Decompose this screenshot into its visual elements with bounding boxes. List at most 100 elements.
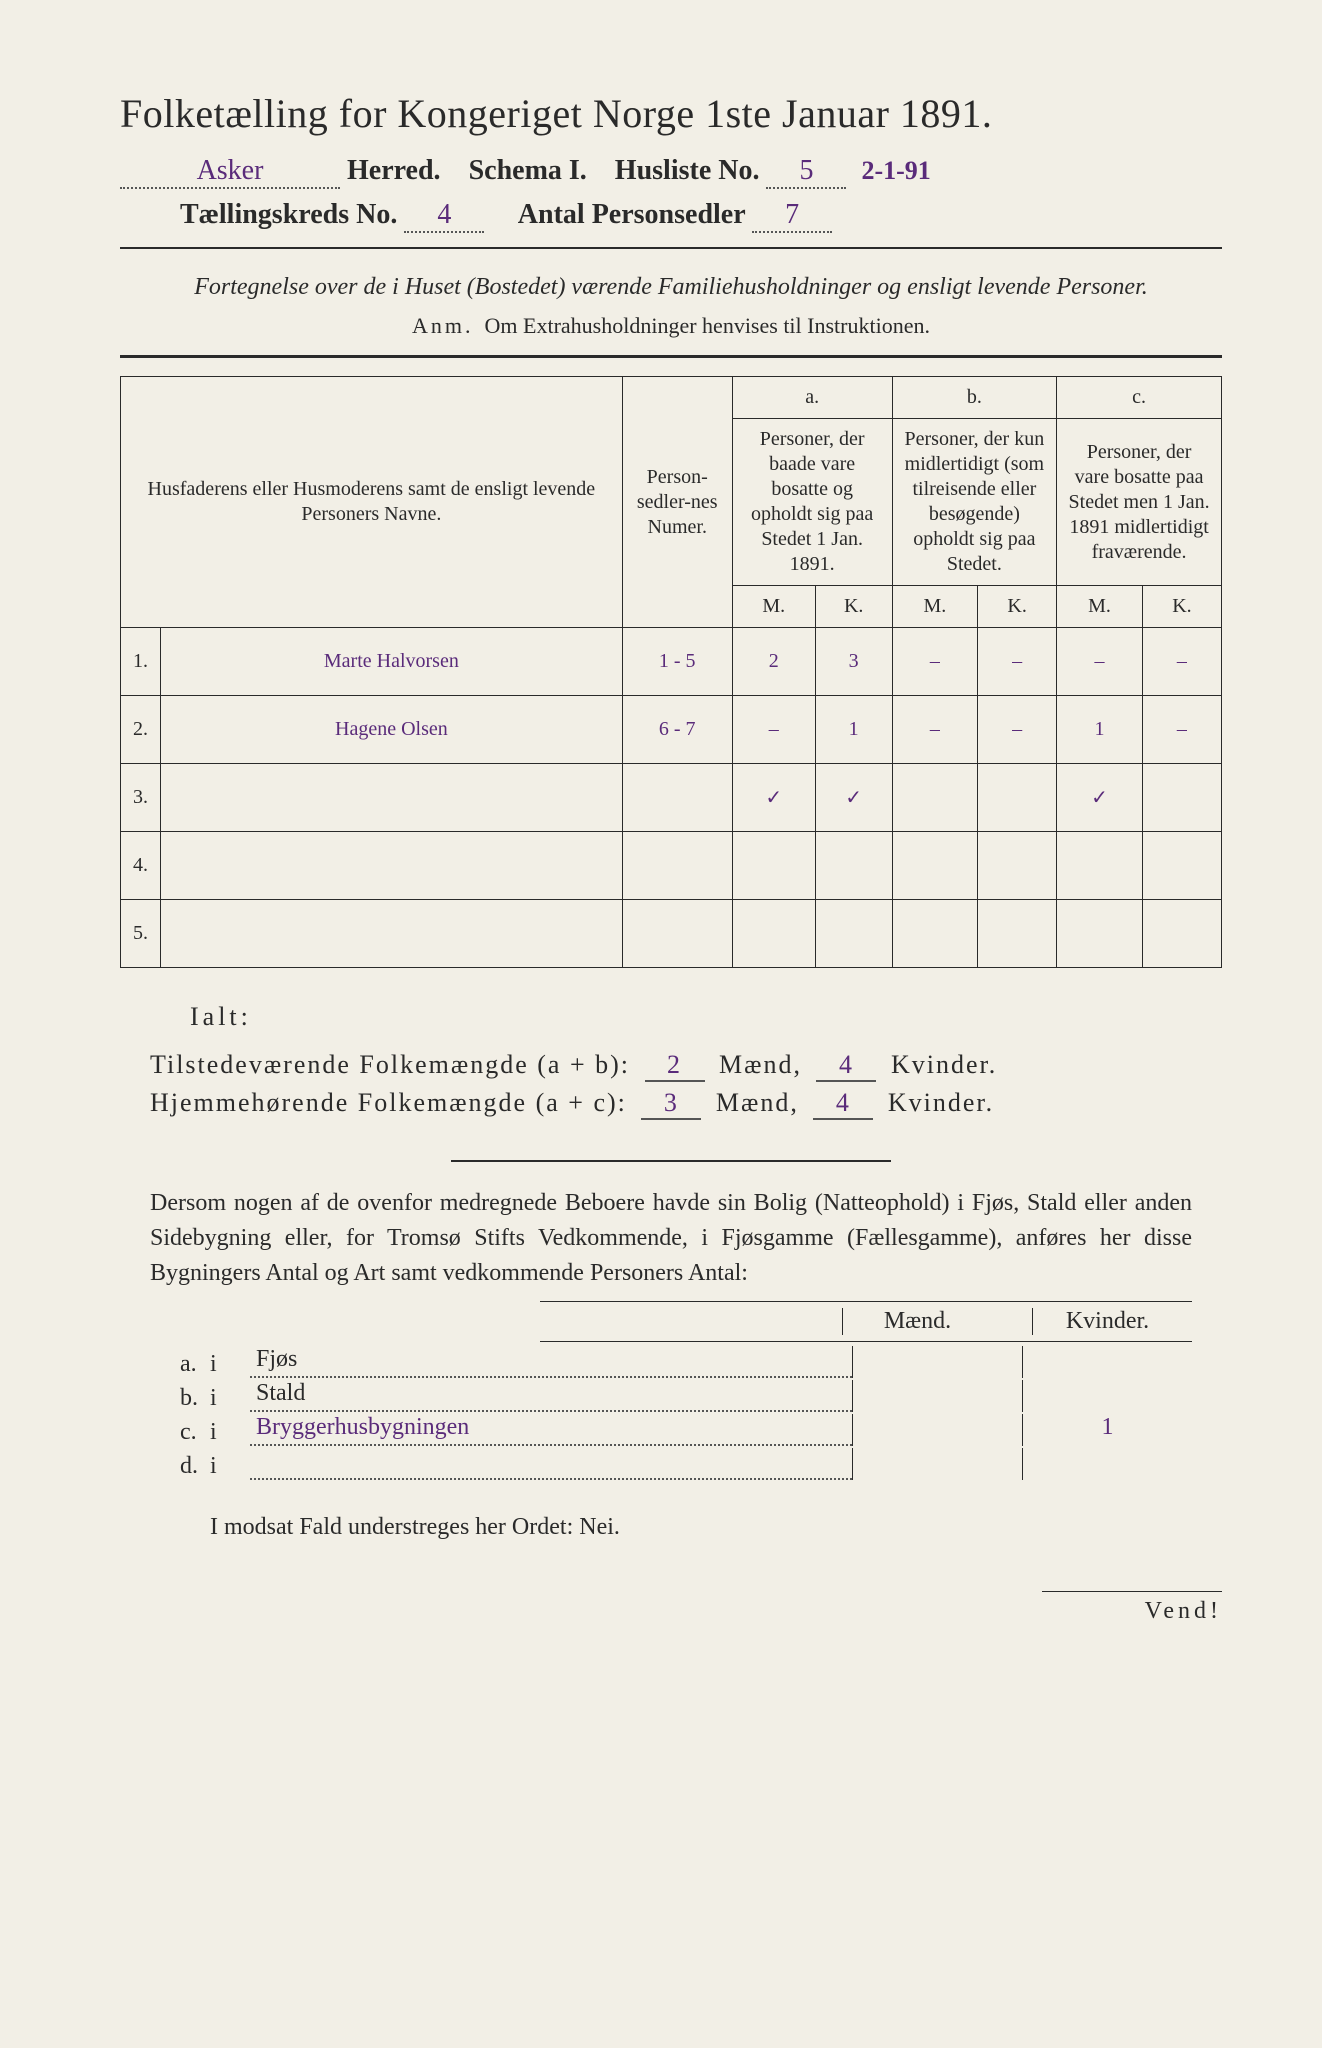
bldg-kvinder: Kvinder. [1032,1308,1182,1335]
bldg-row-letter: c. [150,1419,210,1446]
bldg-row-name: Fjøs [250,1346,852,1378]
col-c-text: Personer, der vare bosatte paa Stedet me… [1057,419,1222,586]
col-a-text: Personer, der baade vare bosatte og opho… [732,419,892,586]
col-names: Husfaderens eller Husmoderens samt de en… [121,377,623,628]
col-c-k: K. [1142,586,1221,628]
cell-b-m [892,764,978,832]
cell-c-m: 1 [1057,696,1143,764]
subdescription: Fortegnelse over de i Huset (Bostedet) v… [160,271,1182,303]
bldg-row-m [852,1380,1022,1412]
col-a-m: M. [732,586,815,628]
sedler-nums: 1 - 5 [622,628,732,696]
bldg-row-i: i [210,1419,250,1446]
anm-text: Om Extrahusholdninger henvises til Instr… [485,313,930,338]
resident-label: Hjemmehørende Folkemængde (a + c): [150,1088,627,1117]
kreds-value: 4 [404,199,484,233]
bldg-row-i: i [210,1453,250,1480]
cell-b-k [978,832,1057,900]
cell-c-m: ✓ [1057,764,1143,832]
col-a-k: K. [815,586,892,628]
cell-c-k: – [1142,628,1221,696]
cell-b-m: – [892,628,978,696]
cell-a-m [732,832,815,900]
cell-a-k: 1 [815,696,892,764]
building-paragraph: Dersom nogen af de ovenfor medregnede Be… [150,1186,1192,1290]
cell-a-m: 2 [732,628,815,696]
household-table: Husfaderens eller Husmoderens samt de en… [120,376,1222,968]
table-row: 5. [121,900,1222,968]
kreds-label: Tællingskreds No. [180,199,397,230]
bldg-row: a.iFjøs [150,1346,1192,1378]
person-name [161,900,623,968]
kvinder-label: Kvinder. [891,1050,997,1079]
husliste-value: 5 [766,155,846,189]
divider [451,1160,892,1162]
col-c-m: M. [1057,586,1143,628]
page-title: Folketælling for Kongeriget Norge 1ste J… [120,90,1222,137]
sedler-nums: 6 - 7 [622,696,732,764]
table-row: 2.Hagene Olsen6 - 7–1––1– [121,696,1222,764]
cell-a-m [732,900,815,968]
row-number: 3. [121,764,161,832]
antal-value: 7 [752,199,832,233]
sedler-nums [622,900,732,968]
divider [120,355,1222,358]
bldg-row-m [852,1346,1022,1378]
cell-b-m: – [892,696,978,764]
bldg-row-k [1022,1380,1192,1412]
kreds-line: Tællingskreds No. 4 Antal Personsedler 7 [120,199,1222,233]
maend-label: Mænd, [719,1050,802,1079]
cell-b-k: – [978,696,1057,764]
col-b-text: Personer, der kun midlertidigt (som tilr… [892,419,1057,586]
row-number: 2. [121,696,161,764]
bldg-row-letter: a. [150,1351,210,1378]
herred-label: Herred. [347,155,441,186]
husliste-label: Husliste No. [615,155,760,186]
bldg-row: c.iBryggerhusbygningen 1 [150,1414,1192,1446]
footline: I modsat Fald understreges her Ordet: Ne… [210,1514,1222,1541]
cell-c-k [1142,900,1221,968]
cell-a-k [815,832,892,900]
ialt-label: Ialt: [190,1002,1222,1032]
bldg-row-name [250,1448,852,1480]
resident-summary: Hjemmehørende Folkemængde (a + c): 3 Mæn… [150,1088,1222,1120]
bldg-row-k [1022,1448,1192,1480]
person-name [161,832,623,900]
divider [120,247,1222,249]
cell-b-m [892,900,978,968]
col-c-label: c. [1057,377,1222,419]
bldg-row-i: i [210,1385,250,1412]
cell-c-k: – [1142,696,1221,764]
present-m: 2 [645,1050,705,1082]
cell-a-m: ✓ [732,764,815,832]
cell-b-k [978,900,1057,968]
bldg-row-k: 1 [1022,1414,1192,1446]
bldg-row-letter: b. [150,1385,210,1412]
col-b-m: M. [892,586,978,628]
cell-a-k: 3 [815,628,892,696]
row-number: 4. [121,832,161,900]
person-name [161,764,623,832]
present-label: Tilstedeværende Folkemængde (a + b): [150,1050,630,1079]
present-k: 4 [816,1050,876,1082]
col-nums: Person-sedler-nes Numer. [622,377,732,628]
row-number: 5. [121,900,161,968]
date-handwritten: 2-1-91 [861,156,930,185]
bldg-row-i: i [210,1351,250,1378]
herred-value: Asker [120,155,340,189]
vend: Vend! [1042,1591,1222,1625]
table-row: 3.✓✓✓ [121,764,1222,832]
bldg-row-name: Stald [250,1380,852,1412]
resident-k: 4 [813,1088,873,1120]
schema-label: Schema I. [469,155,587,186]
person-name: Hagene Olsen [161,696,623,764]
bldg-row-name: Bryggerhusbygningen [250,1414,852,1446]
anm-line: Anm. Om Extrahusholdninger henvises til … [120,313,1222,339]
col-a-label: a. [732,377,892,419]
row-number: 1. [121,628,161,696]
col-b-label: b. [892,377,1057,419]
kvinder-label: Kvinder. [888,1088,994,1117]
bldg-maend: Mænd. [842,1308,992,1335]
cell-a-k: ✓ [815,764,892,832]
bldg-row: b.iStald [150,1380,1192,1412]
